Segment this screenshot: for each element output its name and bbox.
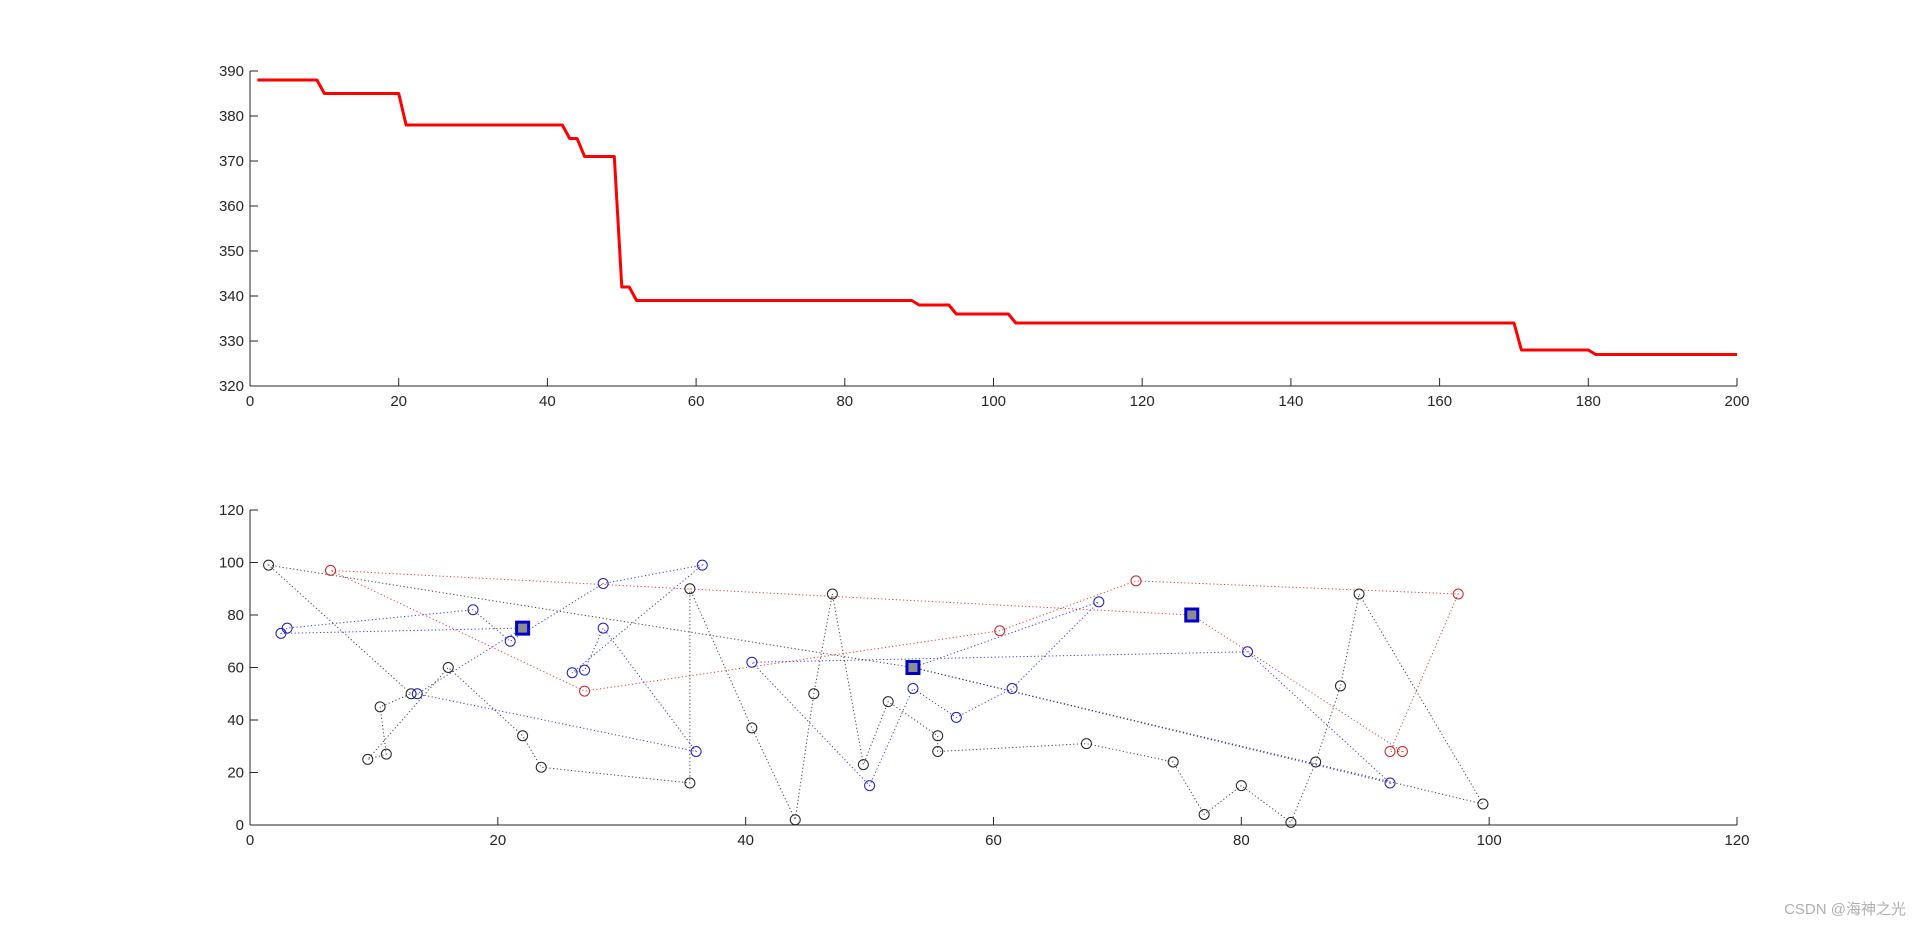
fitness-series-line [257, 78, 1737, 356]
plot1-y-tick-label: 380 [219, 108, 244, 125]
plot1-x-tick-label: 200 [1724, 393, 1749, 410]
customer-point-black [789, 814, 801, 826]
plot2-y-tick-label: 40 [227, 712, 244, 729]
customer-point-blue [411, 688, 423, 700]
customer-point-black [517, 730, 529, 742]
plot1-y-tick-label: 340 [219, 288, 244, 305]
plot1-y-tick-label: 350 [219, 243, 244, 260]
route-path-blue [279, 564, 705, 753]
customer-point-black [746, 722, 758, 734]
plot1-y-tick-label: 360 [219, 198, 244, 215]
convergence-line-chart: 0 20 40 60 80 100 120 140 160 180 200 320 330 340 350 3… [219, 63, 1750, 410]
plot2-y-tick-label: 60 [227, 660, 244, 677]
customer-point-blue [597, 578, 609, 589]
customer-point-black [857, 759, 869, 771]
customer-point-black [1334, 680, 1346, 692]
plot1-x-tick-label: 40 [539, 393, 556, 410]
customer-point-black [684, 777, 696, 789]
plot2-x-tick-label: 0 [246, 832, 254, 849]
customer-point-black [932, 730, 944, 742]
plot2-x-tick-label: 120 [1724, 832, 1749, 849]
plot2-x-tick-label: 20 [489, 832, 506, 849]
customer-point-black [1235, 780, 1247, 792]
customer-point-blue [1093, 596, 1105, 608]
plot1-y-tick-label: 390 [219, 63, 244, 80]
plot1-x-tick-label: 180 [1576, 393, 1601, 410]
plot1-x-tick-label: 0 [246, 393, 254, 410]
plot1-x-tick-label: 100 [981, 393, 1006, 410]
customer-point-red [1452, 588, 1464, 600]
plot1-y-tick-label: 320 [219, 378, 244, 395]
plot2-x-tick-label: 40 [737, 832, 754, 849]
customer-point-blue [1006, 683, 1018, 694]
depot-square-A [515, 620, 531, 636]
customer-point-black [1310, 756, 1322, 768]
route-path-red [330, 569, 1459, 752]
plot1-x-tick-label: 60 [688, 393, 705, 410]
plot1-x-tick-label: 140 [1278, 393, 1303, 410]
customer-point-black [535, 761, 547, 773]
customer-point-red [1130, 575, 1142, 587]
plot2-y-tick-label: 20 [227, 765, 244, 782]
plot1-x-tick-label: 120 [1130, 393, 1155, 410]
plot2-y-tick-label: 100 [219, 555, 244, 572]
plot2-x-tick-label: 80 [1233, 832, 1250, 849]
plot2-x-tick-label: 100 [1477, 832, 1502, 849]
customer-point-blue [566, 667, 578, 679]
customer-point-blue [281, 622, 293, 634]
customer-point-black [882, 696, 894, 708]
customer-point-blue [746, 656, 758, 668]
plot1-y-tick-label: 330 [219, 333, 244, 350]
customer-point-red [1384, 746, 1396, 757]
customer-point-black [1198, 809, 1210, 820]
customer-point-black [1477, 798, 1489, 810]
customer-point-black [405, 688, 417, 700]
customer-point-blue [864, 780, 876, 792]
route-path-black [267, 564, 1485, 824]
customer-point-black [442, 662, 454, 673]
plot2-y-tick-label: 80 [227, 607, 244, 624]
customer-point-black [380, 748, 392, 760]
route-path-blue [750, 601, 1392, 787]
depot-square-C [1184, 607, 1200, 623]
customer-point-black [684, 583, 696, 595]
customer-point-red [325, 564, 337, 576]
plot1-x-tick-label: 20 [390, 393, 407, 410]
plot2-y-tick-label: 120 [219, 502, 244, 519]
customer-point-blue [597, 622, 609, 634]
customer-point-black [1285, 816, 1297, 828]
customer-point-black [1167, 756, 1179, 768]
customer-point-red [994, 625, 1006, 637]
customer-point-blue [696, 559, 708, 571]
customer-point-black [374, 701, 386, 713]
customer-point-red [579, 685, 591, 697]
plot1-y-tick-label: 370 [219, 153, 244, 170]
customer-point-blue [1242, 646, 1254, 658]
plot2-y-tick-label: 0 [236, 817, 244, 834]
customer-point-blue [950, 711, 962, 723]
customer-point-blue [504, 635, 516, 647]
depot-square-B [905, 660, 921, 675]
customer-point-red [1396, 746, 1408, 757]
customer-point-blue [907, 683, 919, 694]
customer-point-black [263, 559, 275, 571]
customer-point-black [1353, 588, 1365, 600]
watermark-text: CSDN @海神之光 [1784, 901, 1906, 918]
plot1-x-tick-label: 80 [836, 393, 853, 410]
plot1-x-tick-label: 160 [1427, 393, 1452, 410]
customer-point-black [808, 688, 820, 700]
customer-point-black [932, 746, 944, 757]
customer-point-blue [690, 746, 702, 757]
customer-point-black [1080, 738, 1092, 750]
customer-point-blue [467, 604, 479, 616]
route-scatter-chart: 0 20 40 60 80 100 120 0 20 40 60 80 100 120 [219, 502, 1750, 849]
customer-point-blue [1384, 777, 1396, 789]
customer-point-black [826, 588, 838, 600]
customer-point-black [362, 753, 374, 765]
plot2-x-tick-label: 60 [985, 832, 1002, 849]
customer-point-blue [579, 664, 591, 676]
